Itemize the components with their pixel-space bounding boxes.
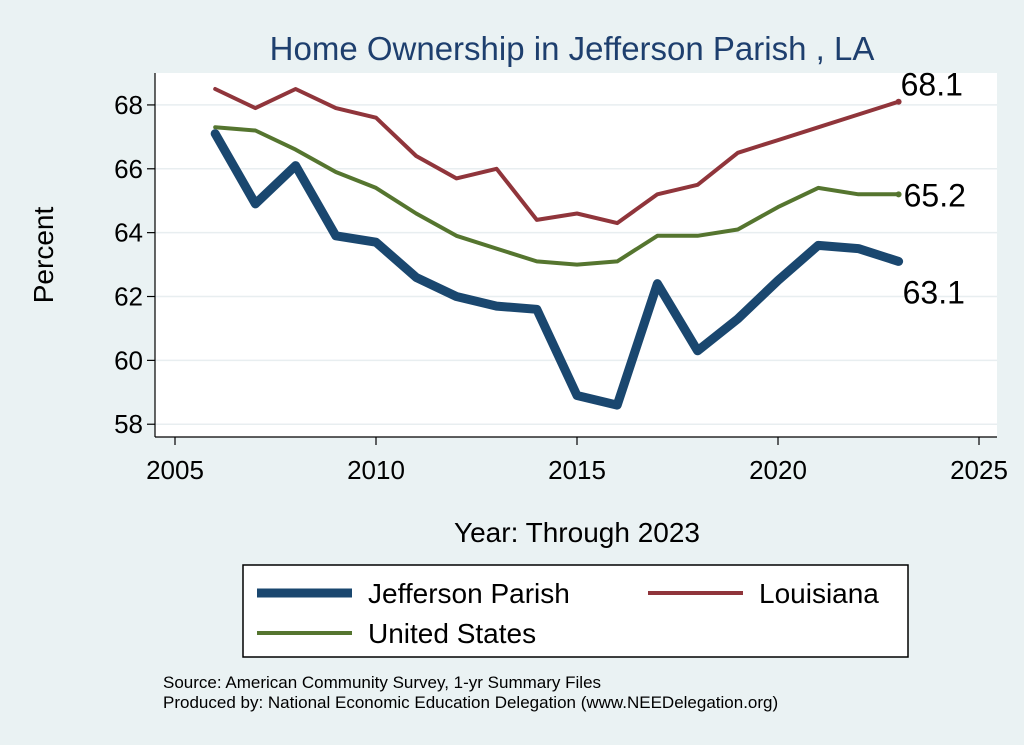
produced-by-note: Produced by: National Economic Education… [163,693,778,712]
x-tick-label-2020: 2020 [749,455,807,485]
y-tick-label-58: 58 [114,409,143,439]
plot-area [155,73,997,437]
series-end-point-united-states [895,191,902,198]
legend-box [242,564,909,658]
legend-label-jefferson-parish: Jefferson Parish [368,578,570,609]
gridlines [155,104,997,425]
end-label-jefferson-parish: 63.1 [903,274,965,310]
chart-title: Home Ownership in Jefferson Parish , LA [270,30,875,67]
x-tick-label-2015: 2015 [548,455,606,485]
series-line-jefferson-parish [210,129,904,410]
series-end-point-jefferson-parish [895,258,902,265]
y-tick-label-62: 62 [114,282,143,312]
end-labels: 63.1 68.1 65.2 [901,67,966,311]
axes: 58 60 62 64 66 68 2005 2010 2015 2020 2025 [114,73,1008,485]
legend-label-united-states: United States [368,618,536,649]
y-tick-label-64: 64 [114,218,143,248]
source-note: Source: American Community Survey, 1-yr … [163,673,601,692]
legend-label-louisiana: Louisiana [759,578,879,609]
y-tick-label-68: 68 [114,90,143,120]
legend: Jefferson Parish Louisiana United States [242,564,909,658]
x-axis-title: Year: Through 2023 [454,517,700,548]
series-line-united-states [213,125,901,267]
x-tick-label-2025: 2025 [950,455,1008,485]
x-tick-label-2010: 2010 [347,455,405,485]
series-line-louisiana [213,87,901,226]
end-label-united-states: 65.2 [904,177,966,213]
y-tick-label-60: 60 [114,345,143,375]
series-end-point-louisiana [895,98,902,105]
y-tick-label-66: 66 [114,154,143,184]
x-tick-label-2005: 2005 [146,455,204,485]
y-axis-title: Percent [28,207,59,304]
end-label-louisiana: 68.1 [901,67,963,103]
series-lines [210,87,904,410]
